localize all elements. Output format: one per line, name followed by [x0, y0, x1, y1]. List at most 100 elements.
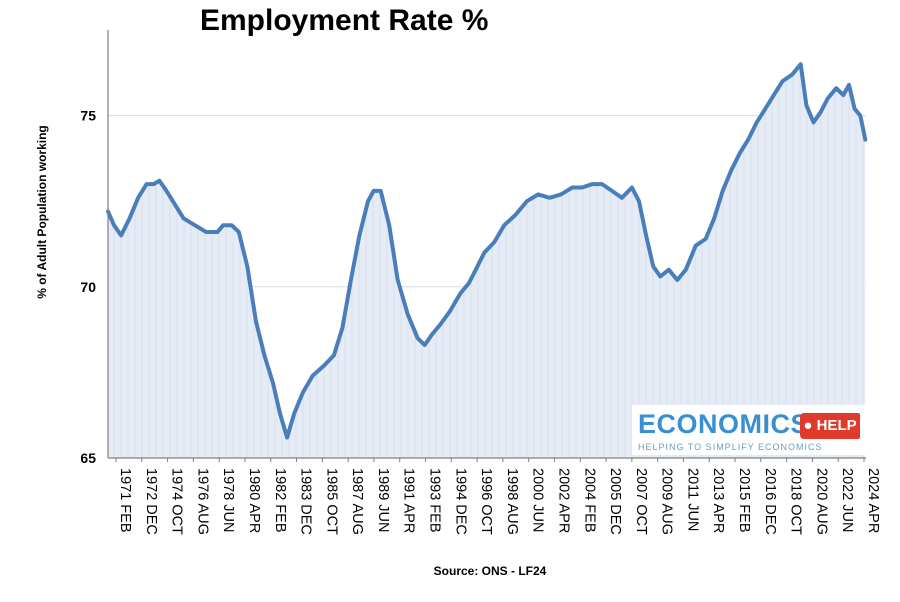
series-area: [106, 62, 868, 458]
data-point: [417, 337, 419, 339]
data-point: [631, 186, 633, 189]
data-point: [272, 382, 274, 384]
data-point: [350, 279, 352, 281]
data-point: [764, 108, 766, 110]
data-point: [113, 224, 115, 226]
x-tick-label: 2024 APR: [865, 468, 881, 533]
data-point: [231, 224, 233, 226]
data-point: [373, 190, 375, 192]
data-point: [781, 80, 783, 82]
x-tick-label: 1991 APR: [401, 468, 417, 533]
data-point: [705, 238, 707, 240]
logo-help-badge: ● HELP: [800, 413, 860, 439]
x-tick-label: 2013 APR: [710, 468, 726, 533]
data-point: [864, 139, 866, 141]
data-point: [621, 197, 623, 199]
series-line: [106, 62, 868, 440]
data-point: [756, 121, 758, 123]
data-point: [205, 231, 207, 233]
x-tick-label: 2005 DEC: [607, 468, 623, 535]
data-point: [591, 183, 593, 185]
data-point: [120, 234, 122, 236]
data-point: [333, 354, 335, 356]
data-point: [367, 200, 369, 202]
data-point: [514, 214, 517, 216]
x-tick-label: 2018 OCT: [788, 468, 804, 535]
data-point: [286, 436, 288, 439]
data-point: [722, 190, 724, 192]
x-tick-label: 1974 OCT: [169, 468, 185, 535]
x-tick-label: 1993 FEB: [427, 468, 443, 533]
data-point: [581, 186, 583, 189]
x-tick-label: 1972 DEC: [143, 468, 159, 535]
logo-wordmark: ECONOMICS: [638, 409, 810, 439]
x-tick-label: 2015 FEB: [736, 468, 752, 533]
data-point: [638, 200, 640, 202]
data-point: [659, 275, 661, 278]
data-point: [676, 279, 678, 281]
data-point: [685, 269, 687, 271]
data-point: [137, 197, 139, 199]
data-point: [560, 193, 562, 195]
data-point: [827, 97, 829, 100]
x-tick-label: 1987 AUG: [349, 468, 365, 535]
data-point: [182, 217, 185, 219]
data-point: [791, 73, 793, 76]
data-point: [645, 234, 647, 236]
data-point: [848, 84, 850, 86]
data-point: [380, 190, 382, 192]
data-point: [747, 139, 749, 141]
data-point: [730, 169, 732, 171]
x-ticks: 1971 FEB 1972 DEC 1974 OCT 1976 AUG 1978 JUN…: [117, 468, 881, 535]
economics-help-logo: ECONOMICS ● HELP HELPING TO SIMPLIFY ECO…: [632, 405, 866, 455]
y-ticks: 65 70 75: [80, 108, 96, 466]
data-point: [146, 183, 148, 185]
data-point: [812, 121, 815, 123]
data-point: [668, 269, 670, 271]
data-point: [246, 265, 248, 267]
data-point: [601, 183, 603, 185]
x-tick-label: 2020 AUG: [813, 468, 829, 535]
data-point: [238, 231, 240, 233]
data-point: [468, 282, 470, 284]
data-point: [397, 279, 399, 281]
y-tick-label: 65: [80, 450, 96, 466]
x-tick-label: 2011 JUN: [684, 468, 700, 531]
data-point: [129, 217, 131, 219]
data-point: [293, 412, 295, 415]
data-point: [222, 224, 224, 226]
x-tick-label: 2002 APR: [556, 468, 572, 533]
data-point: [216, 231, 219, 233]
data-point: [449, 310, 451, 312]
data-point: [312, 375, 314, 377]
data-point: [153, 183, 155, 185]
x-tick-label: 1976 AUG: [194, 468, 210, 535]
data-point: [820, 111, 822, 113]
x-tick-label: 1985 OCT: [323, 468, 339, 535]
x-tick-label: 2009 AUG: [659, 468, 675, 535]
x-tick-label: 1994 DEC: [452, 468, 468, 535]
y-tick-label: 70: [80, 279, 96, 295]
data-point: [571, 186, 573, 189]
data-point: [773, 94, 775, 96]
data-point: [526, 200, 528, 202]
chart-title: Employment Rate %: [200, 4, 489, 37]
data-point: [652, 265, 654, 267]
x-tick-label: 1980 APR: [246, 468, 262, 533]
series-fill: [108, 64, 866, 458]
data-point: [439, 323, 441, 326]
y-tick-label: 75: [80, 108, 96, 124]
data-point: [713, 217, 715, 219]
x-tick-label: 2007 OCT: [633, 468, 649, 535]
data-point: [388, 224, 390, 226]
data-point: [483, 252, 485, 254]
data-point: [279, 412, 281, 415]
data-point: [165, 190, 168, 192]
data-point: [805, 104, 808, 106]
data-point: [549, 197, 551, 199]
x-tick-label: 1998 AUG: [504, 468, 520, 535]
data-point: [459, 293, 461, 295]
data-point: [158, 180, 160, 182]
logo-tagline: HELPING TO SIMPLIFY ECONOMICS: [638, 442, 823, 452]
